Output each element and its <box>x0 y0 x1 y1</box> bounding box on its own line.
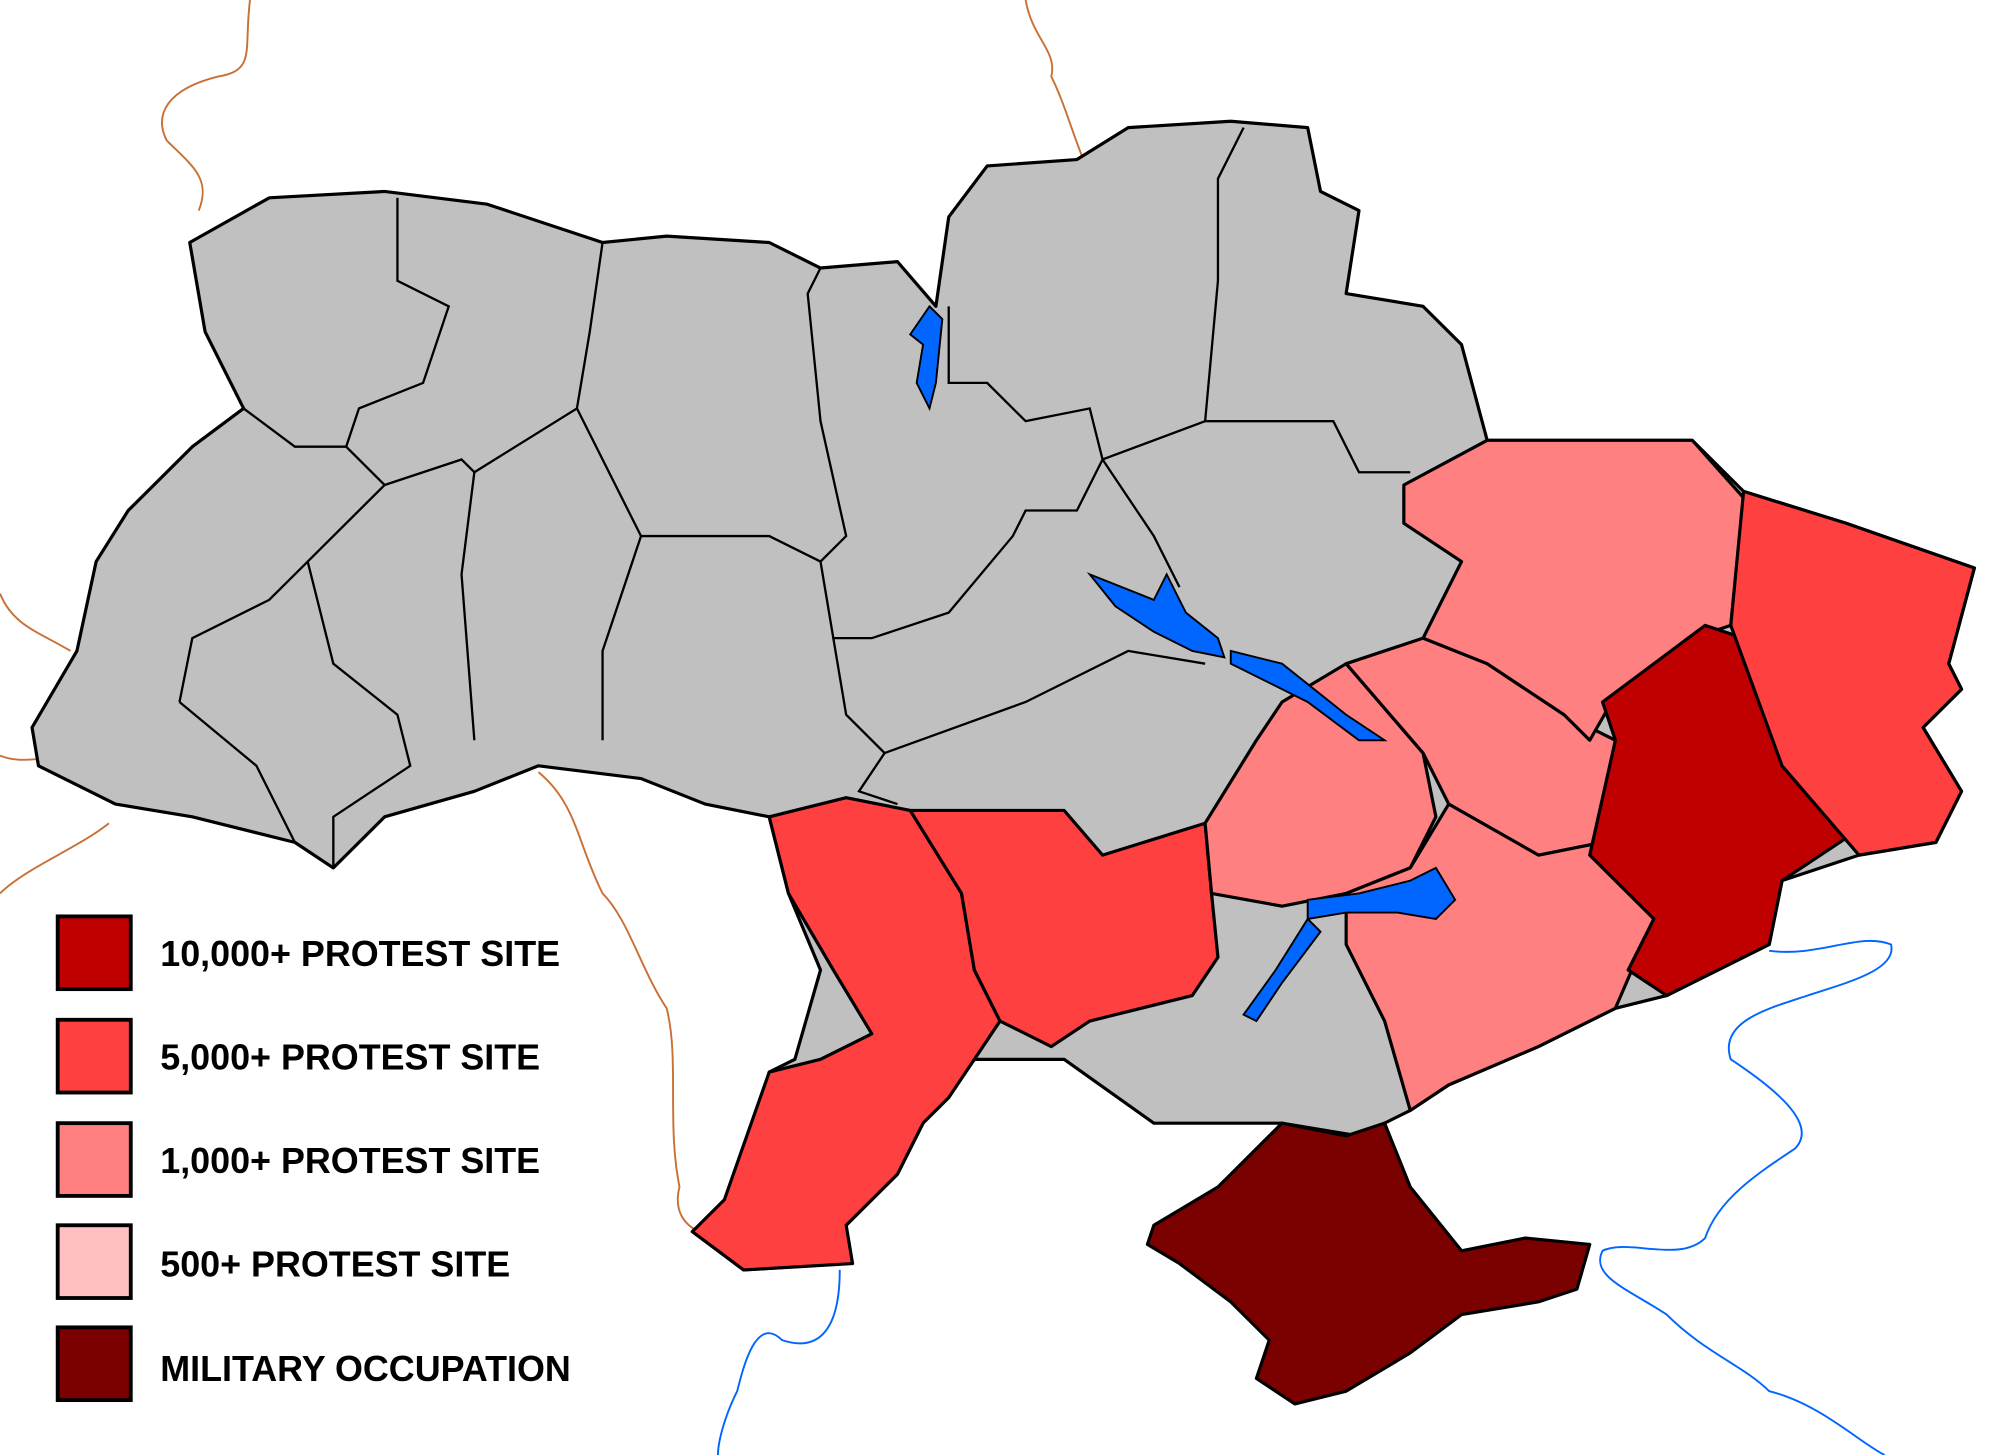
dnipro-lower <box>1242 917 1322 1023</box>
oblast-borders <box>178 127 1411 868</box>
border-line <box>0 822 110 895</box>
legend-item-10000: 10,000+ PROTEST SITE <box>55 914 560 992</box>
kakhovka-reservoir <box>1306 866 1457 921</box>
coastlines <box>716 940 1893 1455</box>
legend-swatch <box>55 914 133 992</box>
legend-label: 5,000+ PROTEST SITE <box>160 1038 540 1078</box>
dnipro-river <box>908 304 1457 1023</box>
legend-swatch <box>55 1325 133 1403</box>
border-line <box>0 593 72 652</box>
legend-item-occupation: MILITARY OCCUPATION <box>55 1325 571 1403</box>
border-line <box>161 0 251 211</box>
legend-label: 500+ PROTEST SITE <box>160 1244 510 1284</box>
border-line <box>1024 0 1085 160</box>
legend-item-1000: 1,000+ PROTEST SITE <box>55 1121 540 1198</box>
kyiv-reservoir <box>908 304 944 412</box>
coast-line <box>1599 940 1893 1455</box>
legend-label: 10,000+ PROTEST SITE <box>160 934 560 974</box>
legend-swatch <box>55 1017 133 1095</box>
legend-item-500: 500+ PROTEST SITE <box>55 1223 510 1300</box>
legend-swatch <box>55 1223 133 1300</box>
region-luhansk <box>1729 489 1976 857</box>
legend-item-5000: 5,000+ PROTEST SITE <box>55 1017 540 1095</box>
legend-swatch <box>55 1121 133 1198</box>
international-borders <box>0 0 1085 1233</box>
legend-label: 1,000+ PROTEST SITE <box>160 1141 540 1181</box>
region-mykolaiv <box>908 808 1220 1049</box>
border-line <box>537 771 700 1233</box>
region-crimea <box>1145 1121 1592 1406</box>
legend-label: MILITARY OCCUPATION <box>160 1349 571 1389</box>
kamianske-reservoir <box>1229 649 1388 742</box>
coast-line <box>716 1269 841 1455</box>
region-dnipropetrovsk-west <box>1203 662 1438 908</box>
kremenchuk-reservoir <box>1086 572 1226 659</box>
legend: 10,000+ PROTEST SITE 5,000+ PROTEST SITE… <box>55 914 571 1403</box>
